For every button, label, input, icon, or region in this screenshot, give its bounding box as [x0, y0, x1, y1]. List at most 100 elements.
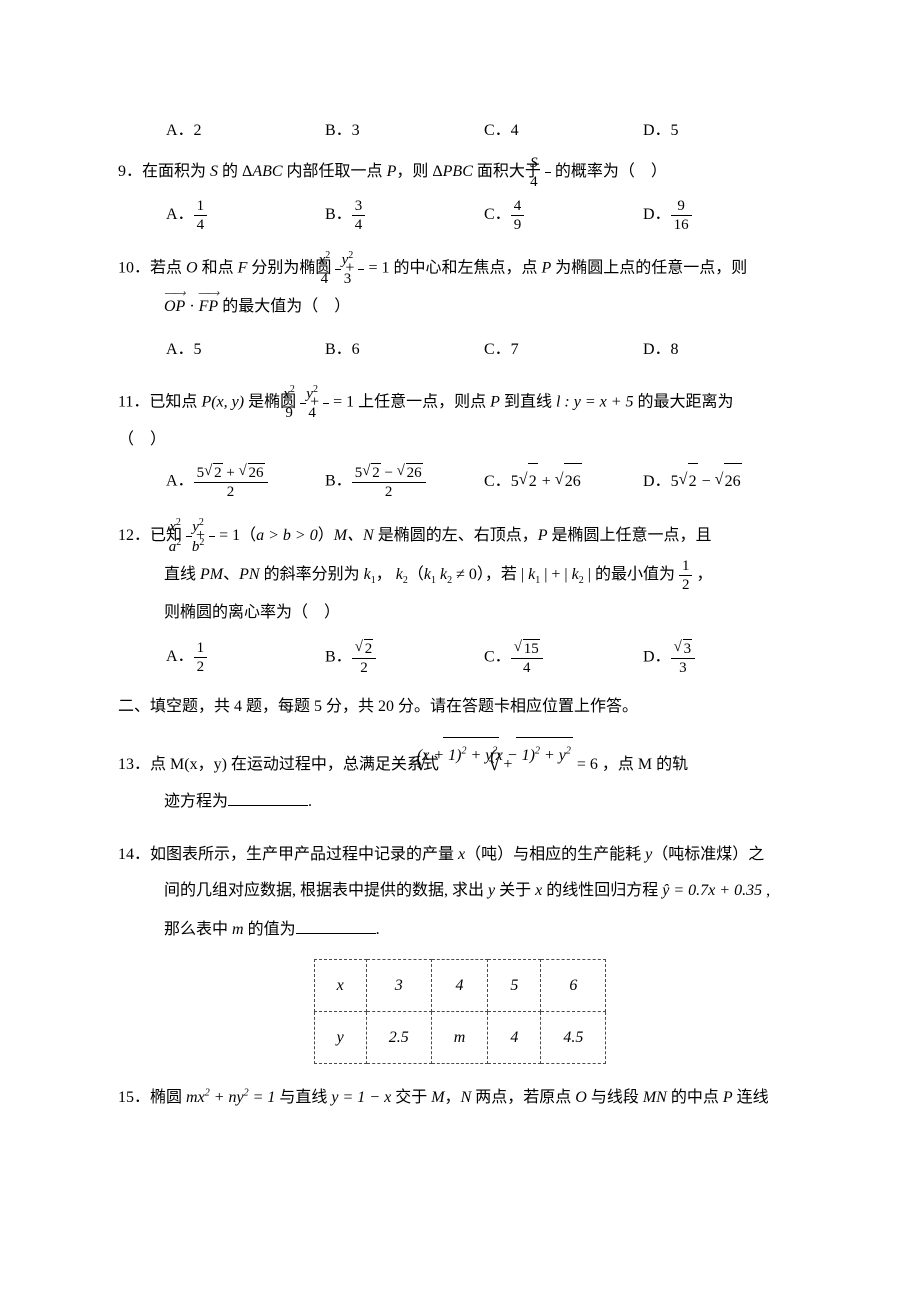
q11-eq: = 1 [329, 393, 354, 410]
q9-text: 在面积为 [142, 163, 210, 180]
q10-tb: 和点 [198, 260, 238, 277]
table-cell: y [314, 1012, 366, 1064]
q12-line3: 则椭圆的离心率为（ ） [118, 594, 802, 632]
q9-s: S [210, 163, 218, 180]
q15-n: N [461, 1089, 472, 1106]
q14-line2: 间的几组对应数据, 根据表中提供的数据, 求出 y 关于 x 的线性回归方程 ŷ… [118, 872, 802, 910]
q9: 9．在面积为 S 的 ΔABC 内部任取一点 P，则 ΔPBC 面积大于 S4 … [118, 154, 802, 234]
q14-tc: （吨标准煤）之 [652, 846, 764, 863]
q11-le: : y = x + 5 [560, 393, 633, 410]
q12-cond: a > b > 0 [256, 527, 318, 544]
q9-td: ，则 Δ [396, 163, 442, 180]
q10-op-vec: ——›OP [164, 288, 185, 326]
table-cell: 4.5 [541, 1012, 606, 1064]
q11-paren: (x, y) [211, 393, 244, 410]
q12-tc: 是椭圆的左、右顶点， [374, 527, 538, 544]
q15-p: P [723, 1089, 733, 1106]
q15-tc: 交于 [391, 1089, 431, 1106]
q14-ta: 如图表所示，生产甲产品过程中记录的产量 [150, 846, 458, 863]
q9-num: 9． [118, 163, 142, 180]
q11-pxy: P [201, 393, 211, 410]
q15-m: M [431, 1089, 444, 1106]
q14-stem: 14．如图表所示，生产甲产品过程中记录的产量 x（吨）与相应的生产能耗 y（吨标… [118, 837, 802, 872]
q12: 12．已知 x2a2 + y2b2 = 1（a > b > 0）M、N 是椭圆的… [118, 517, 802, 677]
q13-tb: ，点 M 的轨 [598, 757, 688, 774]
q9-fa: 14 [194, 197, 208, 234]
q10-opt-d: D．8 [643, 332, 802, 367]
q15-tb: 与直线 [275, 1089, 331, 1106]
q12-options: A．12 B．22 C．154 D．33 [166, 639, 802, 677]
q8-opt-a: A．2 [166, 116, 325, 140]
q14-table: x 3 4 5 6 y 2.5 m 4 4.5 [314, 959, 607, 1064]
q11-paren-line: （ ） [118, 422, 802, 457]
q11-stem: 11．已知点 P(x, y) 是椭圆 x29 + y24 = 1 上任意一点，则… [118, 384, 802, 422]
q12-opt-a: A．12 [166, 639, 325, 677]
q10-td: 的中心和左焦点，点 [389, 260, 541, 277]
table-cell: 4 [431, 960, 488, 1012]
q8-opt-c: C．4 [484, 116, 643, 140]
table-cell: 5 [488, 960, 541, 1012]
q14: 14．如图表所示，生产甲产品过程中记录的产量 x（吨）与相应的生产能耗 y（吨标… [118, 837, 802, 1064]
q13-ta: 点 M(x，y) 在运动过程中，总满足关系式 [150, 757, 443, 774]
q14-line3: 那么表中 m 的值为. [118, 911, 802, 949]
q15-stem: 15．椭圆 mx2 + ny2 = 1 与直线 y = 1 − x 交于 M，N… [118, 1080, 802, 1115]
q15-tg: 连线 [733, 1089, 769, 1106]
q15-te: 与线段 [587, 1089, 643, 1106]
q10-ta: 若点 [150, 260, 186, 277]
q11-te: 的最大距离为 [634, 393, 734, 410]
q15: 15．椭圆 mx2 + ny2 = 1 与直线 y = 1 − x 交于 M，N… [118, 1080, 802, 1115]
table-cell: m [431, 1012, 488, 1064]
q11-opt-b: B．52 − 262 [325, 463, 476, 501]
q12-stem: 12．已知 x2a2 + y2b2 = 1（a > b > 0）M、N 是椭圆的… [118, 517, 802, 556]
q9-oc: C． [484, 206, 511, 223]
table-row: x 3 4 5 6 [314, 960, 606, 1012]
q8-options: A．2 B．3 C．4 D．5 [166, 116, 802, 140]
q11-ta: 已知点 [149, 393, 201, 410]
q15-line: y = 1 − x [331, 1089, 391, 1106]
q9-od: D． [643, 206, 671, 223]
q15-ta: 椭圆 [150, 1089, 186, 1106]
q12-opt-d: D．33 [643, 639, 802, 677]
q9-tf: 的概率为（ ） [551, 163, 667, 180]
q9-abc: ABC [252, 163, 282, 180]
q15-num: 15． [118, 1089, 150, 1106]
q12-num: 12． [118, 527, 150, 544]
q10-line2: ——›OP · ——›FP 的最大值为（ ） [118, 288, 802, 326]
table-cell: 6 [541, 960, 606, 1012]
q13-eq: = 6 [573, 757, 598, 774]
q14-tb: （吨）与相应的生产能耗 [465, 846, 645, 863]
q10-fp-vec: ——›FP [199, 288, 219, 326]
table-cell: 3 [366, 960, 431, 1012]
q9-oa: A． [166, 206, 194, 223]
q9-p: P [387, 163, 397, 180]
q12-tb: ） [318, 527, 334, 544]
q11: 11．已知点 P(x, y) 是椭圆 x29 + y24 = 1 上任意一点，则… [118, 384, 802, 501]
q14-num: 14． [118, 846, 150, 863]
q13-sqrt2: √(x − 1)2 + y2 [516, 737, 572, 773]
q11-num: 11． [118, 393, 149, 410]
q12-mn: M、N [334, 527, 374, 544]
q9-ob: B． [325, 206, 352, 223]
q11-opt-a: A．52 + 262 [166, 463, 317, 501]
q11-p: P [490, 393, 500, 410]
blank-input [296, 919, 376, 934]
q13-line2: 迹方程为. [118, 783, 802, 821]
q12-eq: = 1（ [215, 527, 256, 544]
q10-o: O [186, 260, 198, 277]
q9-opt-c: C．49 [484, 197, 643, 234]
table-row: y 2.5 m 4 4.5 [314, 1012, 606, 1064]
section-2-header: 二、填空题，共 4 题，每题 5 分，共 20 分。请在答题卡相应位置上作答。 [118, 693, 802, 722]
q10-num: 10． [118, 260, 150, 277]
q8-opt-d: D．5 [643, 116, 802, 140]
q12-p: P [538, 527, 548, 544]
q11-options: A．52 + 262 B．52 − 262 C．52 + 26 D．52 − 2… [166, 463, 802, 501]
q11-td: 到直线 [500, 393, 556, 410]
q10-opt-b: B．6 [325, 332, 484, 367]
q9-fc: 49 [511, 197, 525, 234]
q10-eq: = 1 [364, 260, 389, 277]
q8-opt-b: B．3 [325, 116, 484, 140]
q15-eq: mx2 + ny2 = 1 [186, 1089, 275, 1106]
q9-tb: 的 Δ [218, 163, 252, 180]
q15-td: 两点，若原点 [471, 1089, 575, 1106]
q10-opt-a: A．5 [166, 332, 325, 367]
